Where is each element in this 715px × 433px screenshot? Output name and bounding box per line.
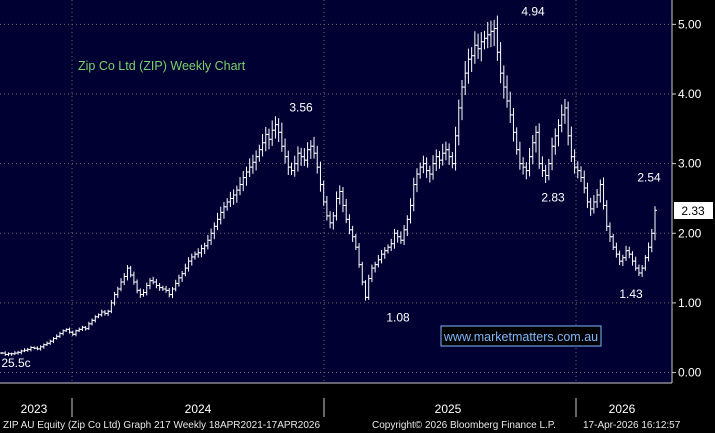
website-box (440, 325, 602, 347)
footer-bar: ZIP AU Equity (Zip Co Ltd) Graph 217 Wee… (0, 418, 715, 433)
price-annotation: 2.54 (637, 171, 661, 185)
price-annotation: 4.94 (521, 5, 545, 19)
y-tick-label: 2.00 (678, 226, 702, 240)
x-tick-label: 2026 (609, 402, 636, 416)
y-tick-label: 5.00 (678, 17, 702, 31)
ohlc-bar (653, 206, 657, 241)
chart-canvas: 25.5c 3.56 1.08 4.94 2.83 1.43 2.54 5.00 4.00 3.… (0, 0, 713, 417)
price-annotation: 1.08 (386, 310, 410, 324)
price-annotation: 1.43 (619, 287, 643, 301)
price-annotation: 3.56 (289, 101, 313, 115)
plot-area (0, 0, 672, 383)
website-label: www.marketmatters.com.au (443, 330, 598, 344)
y-axis: 5.00 4.00 3.00 2.00 1.00 0.00 (671, 0, 702, 383)
last-price-tag (674, 202, 713, 219)
y-tick-label: 1.00 (678, 296, 702, 310)
footer-copyright: Copyright© 2026 Bloomberg Finance L.P. (372, 420, 556, 431)
last-price-label: 2.33 (681, 204, 705, 218)
chart-title: Zip Co Ltd (ZIP) Weekly Chart (78, 59, 246, 73)
price-bars (0, 15, 657, 357)
x-tick-label: 2023 (21, 402, 48, 416)
y-tick-label: 4.00 (678, 87, 702, 101)
annotations: 25.5c 3.56 1.08 4.94 2.83 1.43 2.54 (1, 5, 661, 370)
x-tick-label: 2025 (435, 402, 462, 416)
footer-security-info: ZIP AU Equity (Zip Co Ltd) Graph 217 Wee… (3, 420, 321, 431)
x-tick-label: 2024 (185, 402, 212, 416)
y-tick-label: 0.00 (678, 366, 702, 380)
y-tick-label: 3.00 (678, 157, 702, 171)
x-axis: 2023 2024 2025 2026 (0, 382, 672, 417)
footer-timestamp: 17-Apr-2026 16:12:57 (583, 420, 681, 431)
price-annotation: 25.5c (1, 356, 30, 370)
gridlines (0, 0, 672, 383)
price-annotation: 2.83 (541, 190, 565, 204)
